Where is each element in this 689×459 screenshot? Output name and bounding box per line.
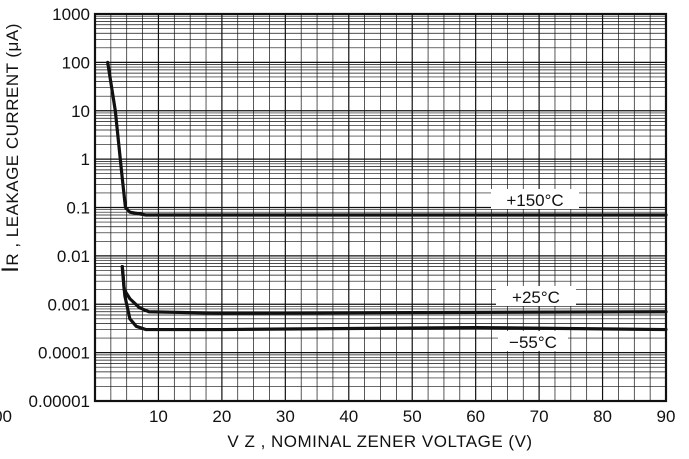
- y-axis-label-subscript: R: [3, 253, 22, 266]
- curve-label: +25°C: [512, 288, 560, 307]
- series-lines: [106, 60, 668, 332]
- series-line-0: [106, 60, 668, 217]
- series-line-2: [120, 265, 668, 332]
- y-axis-label-text: , LEAKAGE CURRENT (μA): [3, 23, 22, 253]
- y-tick-label: 0.1: [66, 199, 90, 218]
- y-tick-label: 0.0001: [38, 344, 90, 363]
- curve-labels: +150°C +25°C −55°C: [491, 189, 579, 352]
- y-tick-label: 0.01: [57, 247, 90, 266]
- y-tick-label: 0.001: [47, 295, 90, 314]
- x-tick-label: 40: [339, 407, 358, 426]
- x-axis-label: V Z , NOMINAL ZENER VOLTAGE (V): [227, 432, 532, 451]
- y-tick-label: 1000: [52, 5, 90, 24]
- x-tick-label: 50: [403, 407, 422, 426]
- x-tick-label: 70: [530, 407, 549, 426]
- y-axis-label-symbol: I: [0, 266, 24, 273]
- curve-label-background: [491, 189, 579, 209]
- y-tick-labels: 0.00001 0.0001 0.001 0.01 0.1 1 10 100 1000: [29, 5, 90, 411]
- curve-label: +150°C: [506, 191, 563, 210]
- curve-label-background: [496, 286, 576, 306]
- plot-frame: [93, 12, 668, 403]
- y-tick-label: 0.00001: [29, 392, 90, 411]
- x-tick-label: 30: [276, 407, 295, 426]
- x-tick-label: 80: [593, 407, 612, 426]
- x-tick-label: 90: [657, 407, 676, 426]
- x-tick-label: 20: [212, 407, 231, 426]
- y-tick-label: 10: [71, 102, 90, 121]
- y-axis-label: IR , LEAKAGE CURRENT (μA): [0, 23, 24, 273]
- y-tick-label: 100: [62, 53, 90, 72]
- curve-label-background: [498, 331, 568, 351]
- grid: [95, 14, 666, 401]
- y-tick-label: 1: [81, 150, 90, 169]
- curve-label: −55°C: [509, 333, 557, 352]
- x-tick-label: 00: [0, 407, 12, 426]
- x-tick-labels: 00 10 20 30 40 50 60 70 80 90: [0, 407, 675, 426]
- x-tick-label: 10: [149, 407, 168, 426]
- x-tick-label: 60: [466, 407, 485, 426]
